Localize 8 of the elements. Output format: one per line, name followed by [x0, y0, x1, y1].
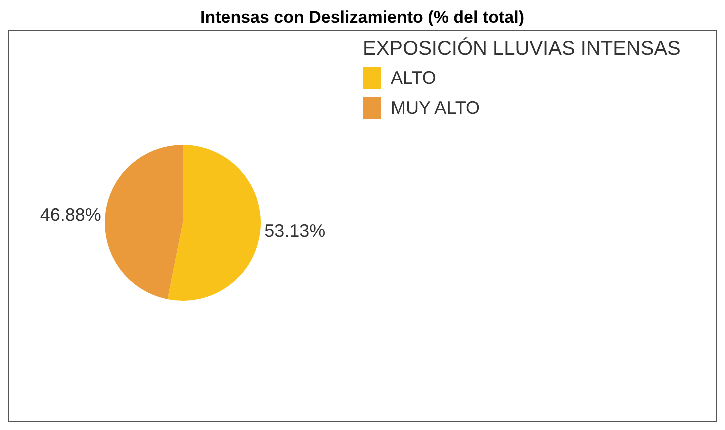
legend-title: EXPOSICIÓN LLUVIAS INTENSAS	[363, 38, 681, 61]
data-label: 46.88%	[40, 204, 102, 225]
chart-title: Intensas con Deslizamiento (% del total)	[199, 8, 526, 29]
data-label: 53.13%	[264, 221, 326, 242]
pie-slice	[168, 145, 261, 301]
legend-label: MUY ALTO	[390, 97, 482, 119]
pie-slice	[105, 145, 183, 300]
legend-label: ALTO	[390, 67, 438, 89]
